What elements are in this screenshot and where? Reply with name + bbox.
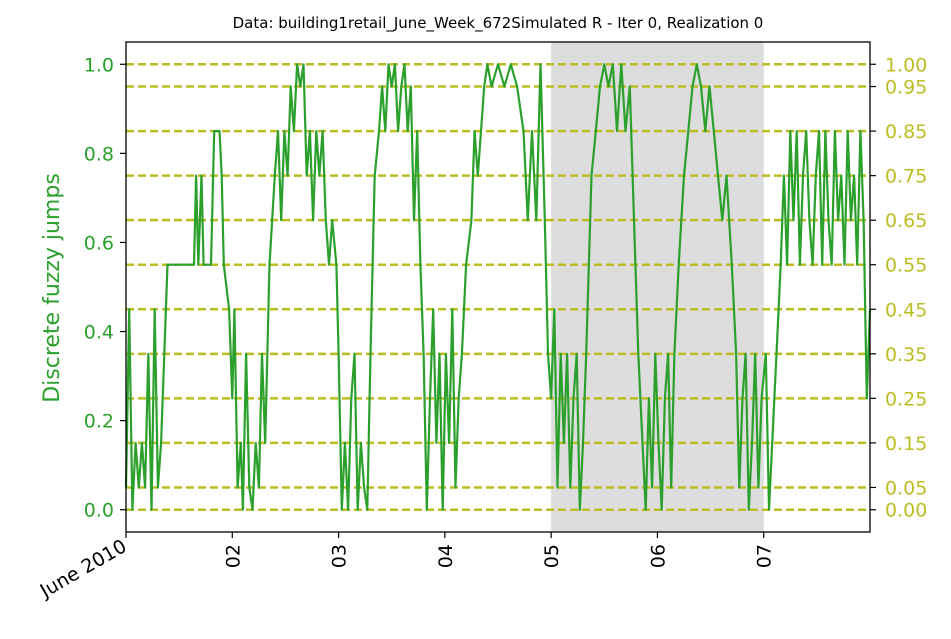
x-tick-label-start: June 2010: [36, 535, 131, 602]
x-tick-label: 05: [541, 544, 563, 568]
y-tick-label-left: 0.0: [84, 500, 114, 522]
y-tick-label-right: 0.95: [885, 77, 927, 99]
y-tick-label-right: 0.55: [885, 255, 927, 277]
y-tick-label-left: 0.6: [84, 232, 114, 254]
y-tick-label-right: 0.75: [885, 166, 927, 188]
y-tick-label-right: 0.00: [885, 500, 927, 522]
y-tick-label-right: 0.65: [885, 210, 927, 232]
series-line: [124, 63, 872, 511]
x-tick-label: 06: [647, 544, 669, 568]
y-tick-label-right: 0.85: [885, 121, 927, 143]
reference-lines-layer: [126, 63, 870, 511]
y-tick-label-left: 0.4: [84, 322, 114, 344]
plot-frame: [125, 41, 871, 533]
series-layer: [124, 63, 872, 511]
x-tick-label: 02: [222, 544, 244, 568]
chart-title: Data: building1retail_June_Week_672Simul…: [233, 14, 764, 33]
y-tick-label-right: 0.45: [885, 299, 927, 321]
shaded-span: [551, 42, 764, 532]
y-tick-label-right: 1.00: [885, 54, 927, 76]
y-tick-label-right: 0.35: [885, 344, 927, 366]
x-tick-label: 04: [435, 544, 457, 568]
y-tick-label-left: 0.8: [84, 143, 114, 165]
shaded-span-layer: [551, 42, 764, 532]
x-tick-label: 03: [329, 544, 351, 568]
y-axis-label: Discrete fuzzy jumps: [40, 173, 65, 403]
y-tick-label-right: 0.15: [885, 433, 927, 455]
x-tick-label: 07: [754, 544, 776, 568]
y-tick-label-left: 0.2: [84, 411, 114, 433]
y-tick-label-left: 1.0: [84, 54, 114, 76]
y-tick-label-right: 0.05: [885, 477, 927, 499]
y-tick-label-right: 0.25: [885, 388, 927, 410]
